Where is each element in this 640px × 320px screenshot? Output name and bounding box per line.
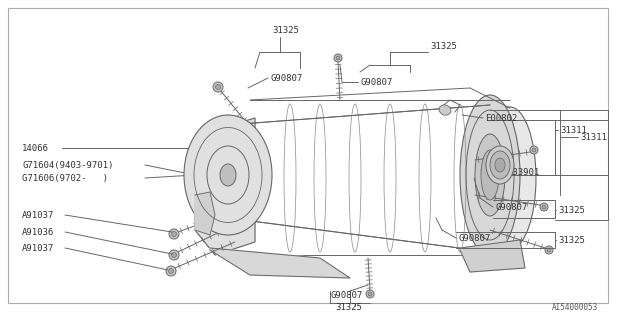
Text: G33901: G33901: [507, 167, 540, 177]
Circle shape: [205, 146, 215, 156]
Ellipse shape: [484, 107, 536, 249]
Circle shape: [172, 231, 177, 236]
Polygon shape: [195, 118, 255, 255]
Circle shape: [530, 146, 538, 154]
Text: A91036: A91036: [22, 228, 54, 236]
Ellipse shape: [490, 151, 510, 179]
Text: E00802: E00802: [485, 114, 517, 123]
Circle shape: [532, 148, 536, 152]
Circle shape: [243, 196, 248, 202]
Ellipse shape: [220, 164, 236, 186]
Text: 31325: 31325: [558, 205, 585, 214]
Text: G90807: G90807: [495, 203, 527, 212]
Circle shape: [166, 266, 176, 276]
Circle shape: [205, 194, 215, 204]
Text: 31311: 31311: [560, 125, 587, 134]
Ellipse shape: [481, 150, 499, 200]
Text: 31325: 31325: [430, 42, 457, 51]
Circle shape: [540, 203, 548, 211]
Circle shape: [169, 250, 179, 260]
Polygon shape: [195, 192, 215, 235]
Circle shape: [241, 146, 251, 156]
Ellipse shape: [184, 115, 272, 235]
Circle shape: [213, 82, 223, 92]
Text: G90807: G90807: [458, 234, 490, 243]
Polygon shape: [210, 248, 350, 278]
Circle shape: [547, 248, 551, 252]
Text: A91037: A91037: [22, 244, 54, 252]
Circle shape: [169, 229, 179, 239]
Text: 31325: 31325: [335, 303, 362, 313]
Ellipse shape: [460, 95, 520, 255]
Circle shape: [243, 148, 248, 154]
Ellipse shape: [475, 134, 505, 216]
Text: G90807: G90807: [270, 74, 302, 83]
Circle shape: [208, 148, 212, 154]
Text: G71604(9403-9701): G71604(9403-9701): [22, 161, 113, 170]
Text: G71606(9702-   ): G71606(9702- ): [22, 173, 108, 182]
Text: 31325: 31325: [272, 26, 299, 35]
Polygon shape: [460, 240, 525, 272]
Text: A91037: A91037: [22, 211, 54, 220]
Ellipse shape: [439, 105, 451, 115]
Text: G90807: G90807: [360, 77, 392, 86]
Text: 31325: 31325: [558, 236, 585, 244]
Circle shape: [366, 290, 374, 298]
Text: AI54000053: AI54000053: [552, 303, 598, 313]
Circle shape: [168, 268, 173, 274]
Text: 14066: 14066: [22, 143, 49, 153]
Circle shape: [208, 196, 212, 202]
Circle shape: [542, 205, 546, 209]
Circle shape: [336, 56, 340, 60]
Circle shape: [172, 252, 177, 258]
Circle shape: [334, 54, 342, 62]
Circle shape: [241, 194, 251, 204]
Text: G90807: G90807: [330, 291, 362, 300]
Circle shape: [545, 246, 553, 254]
Text: 31311: 31311: [580, 132, 607, 141]
Ellipse shape: [495, 158, 505, 172]
Ellipse shape: [486, 146, 514, 184]
Circle shape: [368, 292, 372, 296]
Circle shape: [216, 84, 221, 90]
